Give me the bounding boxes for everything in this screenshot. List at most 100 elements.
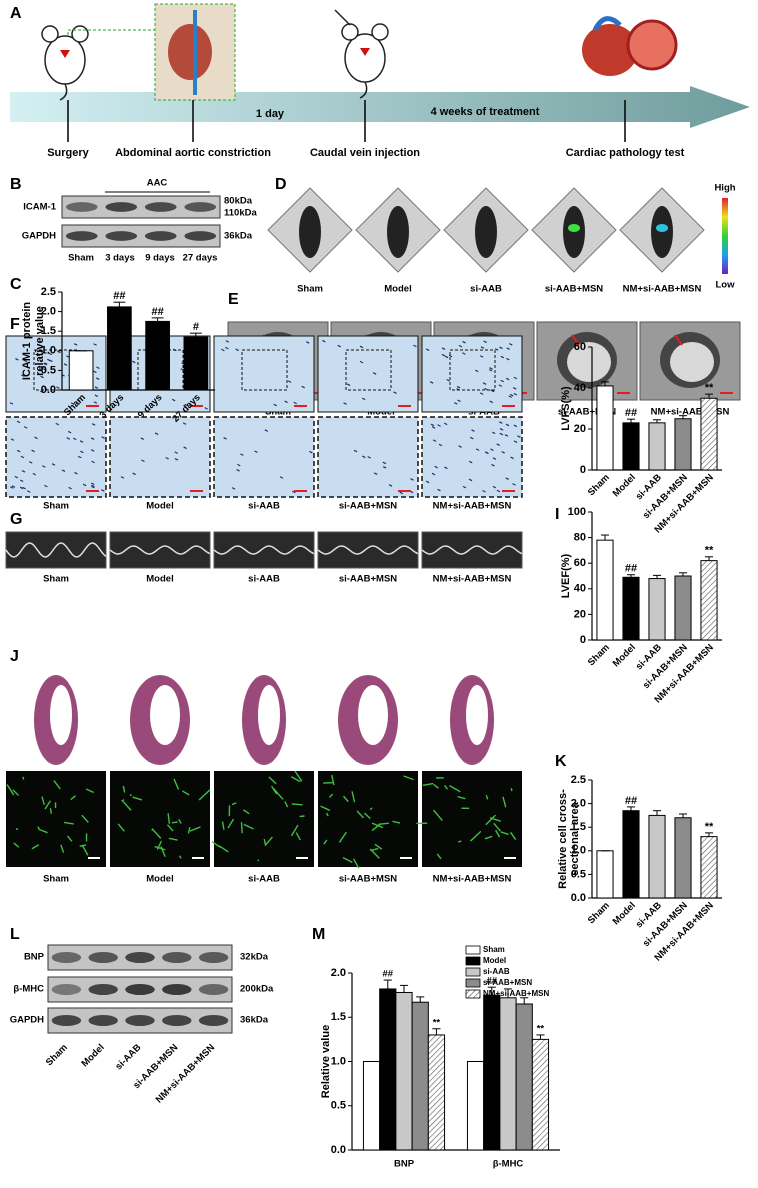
bar (395, 991, 413, 1151)
nucleus (489, 400, 494, 404)
membrane-stain (268, 776, 277, 785)
blot-band (184, 231, 217, 241)
blot-band (198, 1015, 229, 1026)
nucleus (14, 475, 19, 479)
blot-band (105, 231, 138, 241)
lane-label: Sham (68, 253, 94, 264)
zoom-box (241, 349, 288, 391)
nucleus (505, 477, 509, 480)
membrane-stain (371, 822, 384, 829)
significance-mark: ** (433, 1017, 441, 1028)
bar (68, 350, 94, 391)
legend-swatch (465, 978, 481, 988)
nucleus (76, 399, 81, 402)
lane-label: Model (80, 1042, 107, 1069)
bar (107, 306, 132, 391)
histology-image (421, 416, 523, 498)
membrane-stain (509, 831, 517, 840)
nucleus (346, 383, 351, 387)
echo-image (5, 531, 107, 569)
membrane-stain (320, 805, 331, 812)
membrane-stain (264, 836, 273, 847)
nucleus (399, 491, 404, 495)
nucleus (494, 348, 499, 351)
membrane-stain (66, 835, 73, 842)
nucleus (154, 432, 159, 435)
y-tick-label: 1.5 (331, 1011, 346, 1023)
blot-band (51, 984, 82, 995)
membrane-stain (242, 809, 250, 815)
nucleus (513, 424, 518, 428)
blot-band (88, 952, 118, 963)
fluorescence-image (318, 771, 418, 867)
y-tick-label: 1.5 (571, 821, 586, 833)
bar (499, 997, 517, 1151)
blot-band (105, 202, 138, 212)
group-label: si-AAB+MSN (339, 874, 397, 885)
significance-mark: ## (113, 290, 125, 302)
nucleus (499, 346, 503, 350)
membrane-stain (53, 780, 61, 790)
x-tick-label: β-MHC (493, 1159, 524, 1170)
significance-mark: ## (625, 407, 637, 419)
nucleus (240, 453, 244, 456)
membrane-stain (294, 770, 303, 782)
y-tick-label: 0.0 (41, 384, 56, 396)
size-label: 32kDa (240, 952, 269, 963)
nucleus (425, 480, 430, 484)
membrane-stain (189, 826, 201, 832)
nucleus (91, 485, 95, 489)
nucleus (496, 443, 500, 446)
nucleus (80, 450, 84, 454)
membrane-stain (44, 800, 52, 810)
nucleus (482, 382, 487, 385)
nucleus (479, 392, 484, 395)
nucleus (94, 386, 99, 389)
nucleus (468, 478, 473, 482)
nucleus (454, 402, 458, 405)
x-tick-label: Sham (586, 642, 612, 668)
heart-cavity (258, 685, 280, 745)
timeline-arrow (10, 86, 750, 128)
membrane-stain (231, 802, 237, 806)
nucleus (204, 407, 208, 410)
y-tick-label: 60 (574, 557, 586, 569)
nucleus (237, 463, 241, 467)
nucleus (512, 483, 516, 486)
membrane-stain (122, 800, 132, 811)
legend-swatch (465, 956, 481, 966)
nucleus (284, 400, 288, 404)
bar (531, 1038, 550, 1151)
nucleus (32, 472, 37, 476)
significance-mark: ** (705, 382, 714, 394)
membrane-stain (284, 801, 289, 808)
group-label: si-AAB (248, 574, 280, 585)
y-tick-label: 0.5 (571, 868, 586, 880)
nucleus (484, 387, 488, 391)
group-label: Model (146, 574, 173, 585)
nucleus (9, 402, 14, 405)
y-tick-label: 40 (574, 583, 586, 595)
nucleus (16, 449, 21, 453)
nucleus (480, 346, 485, 349)
membrane-stain (49, 808, 52, 814)
row-label: ICAM-1 (23, 202, 56, 213)
nucleus (132, 472, 136, 476)
membrane-stain (273, 788, 284, 800)
membrane-stain (299, 815, 305, 818)
zoom-box (345, 349, 392, 391)
nucleus (513, 392, 518, 396)
group-label: si-AAB+MSN (558, 407, 616, 418)
nucleus (43, 368, 47, 371)
nucleus (68, 486, 72, 490)
nucleus (132, 360, 136, 364)
row-label: β-MHC (13, 984, 44, 995)
bar (700, 836, 718, 899)
heart-cavity (50, 685, 72, 745)
arrow-marker (674, 334, 683, 346)
membrane-stain (325, 812, 329, 817)
y-tick-label: 1.5 (41, 325, 56, 337)
nucleus (42, 465, 46, 468)
membrane-stain (81, 844, 89, 856)
nucleus (23, 426, 28, 429)
